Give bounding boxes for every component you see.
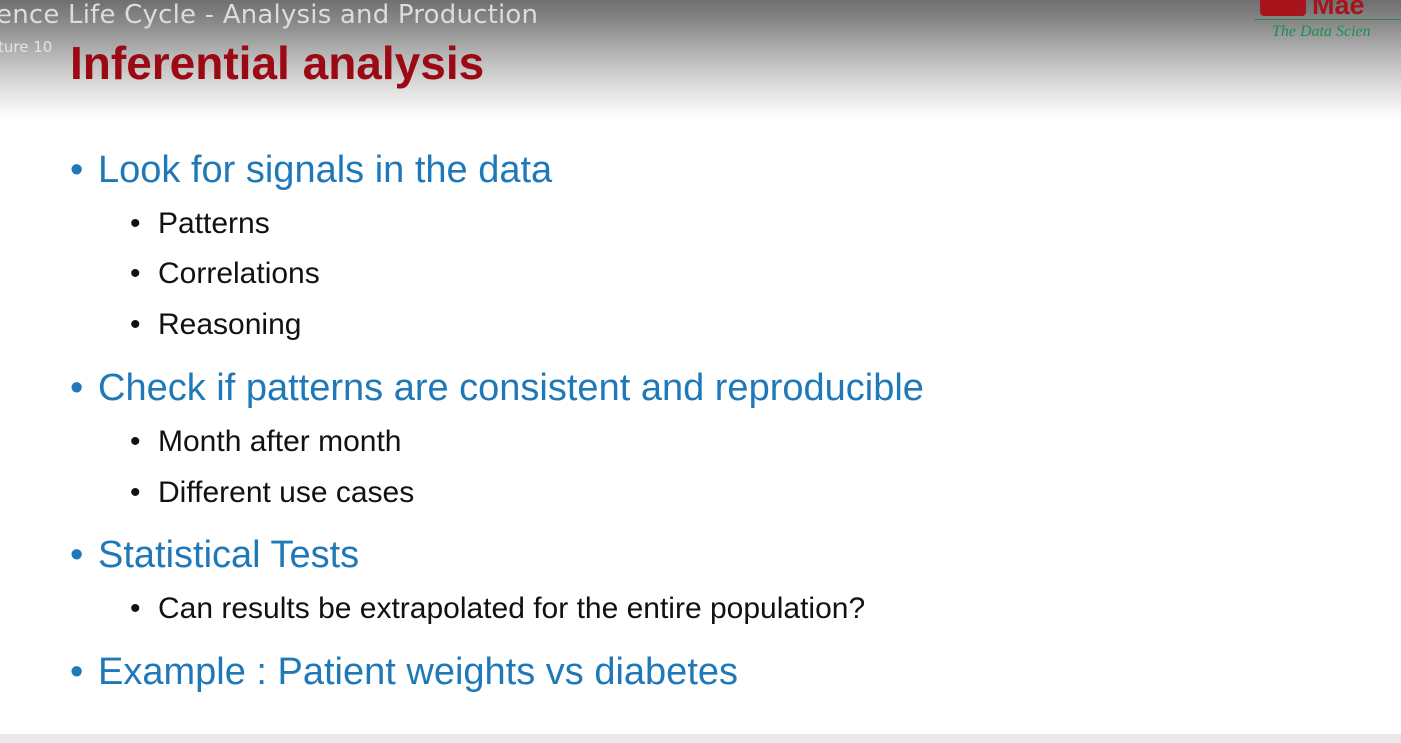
brand-logo: Mae The Data Scien [1254, 0, 1401, 48]
sub-bullet-text: Patterns [158, 207, 270, 240]
slide-title: Inferential analysis [70, 37, 485, 89]
bullet-item-3: • Statistical Tests [70, 533, 359, 577]
logo-badge-icon [1260, 0, 1306, 16]
bullet-text: Look for signals in the data [98, 149, 553, 191]
video-subtitle: ture 10 [0, 38, 53, 56]
bullet-icon: • [130, 207, 141, 240]
bullet-icon: • [70, 534, 84, 576]
logo-brand-text: Mae [1312, 0, 1365, 20]
sub-bullet-item: • Can results be extrapolated for the ent… [130, 591, 865, 627]
bullet-text: Example : Patient weights vs diabetes [98, 651, 739, 693]
sub-bullet-text: Reasoning [158, 308, 302, 341]
video-title-overlay [0, 0, 1401, 118]
sub-bullet-item: • Month after month [130, 424, 401, 460]
sub-bullet-text: Different use cases [158, 476, 415, 509]
video-bottom-bar [0, 734, 1401, 743]
logo-divider [1254, 19, 1401, 20]
sub-bullet-item: • Patterns [130, 206, 270, 242]
bullet-icon: • [130, 592, 141, 625]
bullet-text: Check if patterns are consistent and rep… [98, 367, 924, 409]
sub-bullet-item: • Correlations [130, 256, 320, 292]
sub-bullet-text: Correlations [158, 257, 320, 290]
video-title: ence Life Cycle - Analysis and Productio… [0, 0, 539, 30]
bullet-icon: • [70, 651, 84, 693]
bullet-item-4: • Example : Patient weights vs diabetes [70, 650, 738, 694]
sub-bullet-text: Can results be extrapolated for the enti… [158, 592, 866, 625]
sub-bullet-text: Month after month [158, 425, 402, 458]
bullet-icon: • [130, 425, 141, 458]
sub-bullet-item: • Reasoning [130, 307, 301, 343]
bullet-item-1: • Look for signals in the data [70, 148, 552, 192]
bullet-icon: • [70, 149, 84, 191]
sub-bullet-item: • Different use cases [130, 475, 414, 511]
bullet-icon: • [130, 308, 141, 341]
logo-tagline: The Data Scien [1272, 23, 1371, 40]
bullet-item-2: • Check if patterns are consistent and re… [70, 366, 924, 410]
bullet-icon: • [70, 367, 84, 409]
bullet-icon: • [130, 257, 141, 290]
bullet-icon: • [130, 476, 141, 509]
bullet-text: Statistical Tests [98, 534, 360, 576]
